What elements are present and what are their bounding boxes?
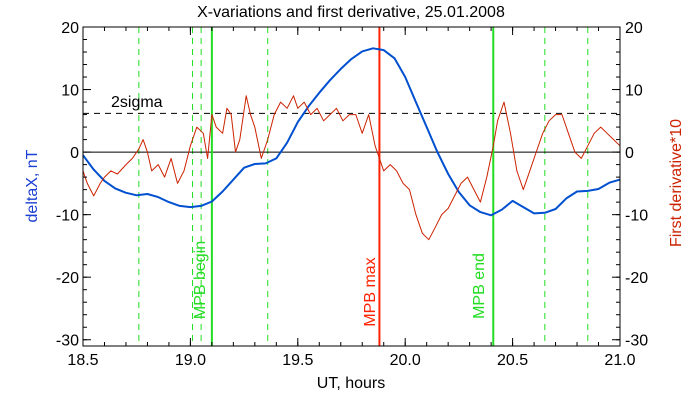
y-right-tick-label: 10 bbox=[625, 83, 643, 100]
y-left-tick-label: 20 bbox=[61, 20, 79, 37]
deltax-series-line bbox=[82, 47, 621, 217]
plot-frame bbox=[82, 26, 621, 347]
mpb-max-label: MPB max bbox=[362, 257, 379, 326]
mpb-end-label: MPB end bbox=[471, 253, 488, 319]
y-axis-right-label: First derivative*10 bbox=[668, 119, 685, 247]
y-right-tick-label: -30 bbox=[625, 333, 648, 350]
y-left-tick-label: -10 bbox=[56, 208, 79, 225]
y-left-tick-label: 0 bbox=[70, 145, 79, 162]
y-left-tick-label: -30 bbox=[56, 333, 79, 350]
x-tick-label: 19.5 bbox=[282, 352, 313, 369]
sigma-label: 2sigma bbox=[111, 94, 163, 111]
x-tick-label: 20.5 bbox=[497, 352, 528, 369]
x-tick-label: 20.0 bbox=[390, 352, 421, 369]
x-tick-label: 18.5 bbox=[67, 352, 98, 369]
y-right-tick-label: 20 bbox=[625, 20, 643, 37]
derivative-series-line bbox=[82, 95, 621, 241]
mpb-begin-label: MPB begin bbox=[192, 241, 209, 319]
x-axis-label: UT, hours bbox=[317, 375, 385, 392]
x-tick-label: 19.0 bbox=[175, 352, 206, 369]
chart-title: X-variations and first derivative, 25.01… bbox=[197, 4, 505, 21]
y-left-tick-label: -20 bbox=[56, 270, 79, 287]
x-tick-label: 21.0 bbox=[604, 352, 635, 369]
y-right-tick-label: -20 bbox=[625, 270, 648, 287]
y-right-tick-label: 0 bbox=[625, 145, 634, 162]
y-right-tick-label: -10 bbox=[625, 208, 648, 225]
y-left-tick-label: 10 bbox=[61, 83, 79, 100]
plot-area: 18.5 19.0 19.5 20.0 20.5 21.0 20 20 10 10 0 0 -10 -10… bbox=[56, 20, 648, 369]
y-axis-left-label: deltaX, nT bbox=[24, 149, 41, 222]
